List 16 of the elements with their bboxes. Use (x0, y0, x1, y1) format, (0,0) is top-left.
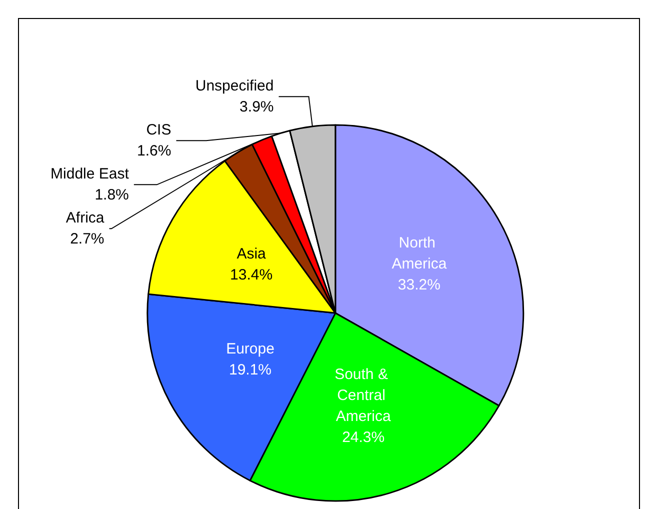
data-label: 24.3% (342, 428, 385, 446)
slice-label: CIS (146, 122, 172, 139)
slice-label: South & Central America (334, 366, 392, 425)
data-label: 33.2% (398, 276, 440, 294)
slice-label: Africa (66, 210, 105, 227)
slice-label: Middle East (50, 166, 130, 183)
slice-label: Asia (236, 246, 267, 263)
slice-label: Europe (226, 340, 274, 358)
data-label: 13.4% (230, 266, 273, 284)
data-label: 19.1% (228, 362, 272, 378)
data-label: 1.8% (94, 186, 129, 204)
data-label: 3.9% (240, 98, 274, 116)
data-label: 1.6% (137, 142, 172, 160)
slice-label: Unspecified (195, 78, 274, 95)
data-label: 2.7% (70, 230, 104, 248)
slice-label: North America (392, 234, 448, 273)
